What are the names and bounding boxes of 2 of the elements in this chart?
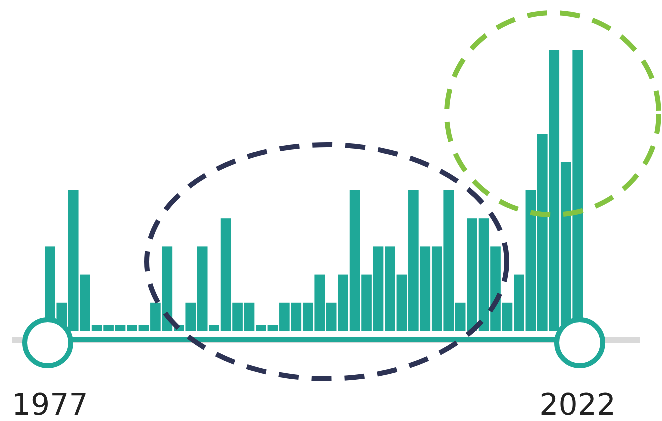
x-tick-label: 2022 xyxy=(540,388,616,421)
x-tick-label: 1977 xyxy=(12,388,88,421)
